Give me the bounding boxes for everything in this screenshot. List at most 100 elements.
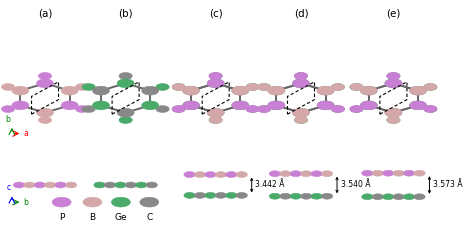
Circle shape xyxy=(294,73,308,79)
Text: 3.540 Å: 3.540 Å xyxy=(341,181,370,189)
Circle shape xyxy=(24,182,35,188)
Circle shape xyxy=(172,106,185,112)
Text: a: a xyxy=(24,129,28,138)
Circle shape xyxy=(257,106,271,112)
Circle shape xyxy=(207,79,224,88)
Circle shape xyxy=(140,197,159,207)
Circle shape xyxy=(226,193,237,198)
Text: (e): (e) xyxy=(386,9,401,19)
Circle shape xyxy=(385,79,402,88)
Circle shape xyxy=(209,73,222,79)
Circle shape xyxy=(65,182,77,188)
Circle shape xyxy=(209,117,222,123)
Text: (b): (b) xyxy=(118,9,133,19)
Circle shape xyxy=(184,172,195,177)
Circle shape xyxy=(321,193,333,199)
Circle shape xyxy=(226,172,237,177)
Circle shape xyxy=(236,172,247,177)
Circle shape xyxy=(82,84,95,90)
Circle shape xyxy=(317,86,334,95)
Circle shape xyxy=(301,193,312,199)
Circle shape xyxy=(172,84,185,90)
Circle shape xyxy=(194,193,206,198)
Circle shape xyxy=(205,193,216,198)
Circle shape xyxy=(1,84,15,90)
Circle shape xyxy=(125,182,137,188)
Circle shape xyxy=(350,106,363,112)
Circle shape xyxy=(362,194,373,200)
Circle shape xyxy=(207,108,224,117)
Circle shape xyxy=(280,193,291,199)
Circle shape xyxy=(268,101,285,110)
Circle shape xyxy=(268,86,285,95)
Circle shape xyxy=(12,86,29,95)
Circle shape xyxy=(269,193,281,199)
Circle shape xyxy=(246,84,259,90)
Circle shape xyxy=(172,84,185,90)
Circle shape xyxy=(146,182,157,188)
Circle shape xyxy=(119,117,132,123)
Circle shape xyxy=(45,182,56,188)
Circle shape xyxy=(321,171,333,177)
Circle shape xyxy=(92,86,109,95)
Circle shape xyxy=(383,170,394,176)
Circle shape xyxy=(393,194,404,200)
Circle shape xyxy=(209,73,222,79)
Circle shape xyxy=(83,197,102,207)
Circle shape xyxy=(61,86,78,95)
Circle shape xyxy=(194,172,206,177)
Circle shape xyxy=(182,101,200,110)
Circle shape xyxy=(387,73,400,79)
Circle shape xyxy=(410,86,427,95)
Circle shape xyxy=(1,106,15,112)
Circle shape xyxy=(414,170,425,176)
Circle shape xyxy=(136,182,147,188)
Circle shape xyxy=(119,73,132,79)
Circle shape xyxy=(383,194,394,200)
Text: C: C xyxy=(146,213,153,222)
Text: Ge: Ge xyxy=(115,213,127,222)
Circle shape xyxy=(410,101,427,110)
Circle shape xyxy=(290,193,301,199)
Circle shape xyxy=(372,170,383,176)
Circle shape xyxy=(360,101,377,110)
Circle shape xyxy=(115,182,126,188)
Circle shape xyxy=(403,194,415,200)
Circle shape xyxy=(156,84,169,90)
Circle shape xyxy=(104,182,116,188)
Circle shape xyxy=(55,182,66,188)
Circle shape xyxy=(280,171,291,177)
Circle shape xyxy=(372,194,383,200)
Circle shape xyxy=(236,193,247,198)
Circle shape xyxy=(142,86,159,95)
Circle shape xyxy=(301,171,312,177)
Circle shape xyxy=(209,117,222,123)
Circle shape xyxy=(92,101,109,110)
Circle shape xyxy=(331,106,345,112)
Circle shape xyxy=(387,117,400,123)
Circle shape xyxy=(311,171,322,177)
Circle shape xyxy=(294,117,308,123)
Circle shape xyxy=(424,84,437,90)
Circle shape xyxy=(82,106,95,112)
Circle shape xyxy=(414,194,425,200)
Circle shape xyxy=(311,193,322,199)
Circle shape xyxy=(232,101,249,110)
Circle shape xyxy=(268,101,285,110)
Circle shape xyxy=(269,171,281,177)
Circle shape xyxy=(246,106,259,112)
Circle shape xyxy=(61,101,78,110)
Circle shape xyxy=(232,86,249,95)
Circle shape xyxy=(393,170,404,176)
Circle shape xyxy=(215,193,227,198)
Circle shape xyxy=(13,182,25,188)
Circle shape xyxy=(360,86,377,95)
Circle shape xyxy=(75,84,89,90)
Circle shape xyxy=(246,106,259,112)
Circle shape xyxy=(257,84,271,90)
Circle shape xyxy=(156,106,169,112)
Circle shape xyxy=(52,197,71,207)
Circle shape xyxy=(290,171,301,177)
Circle shape xyxy=(182,86,200,95)
Circle shape xyxy=(294,73,308,79)
